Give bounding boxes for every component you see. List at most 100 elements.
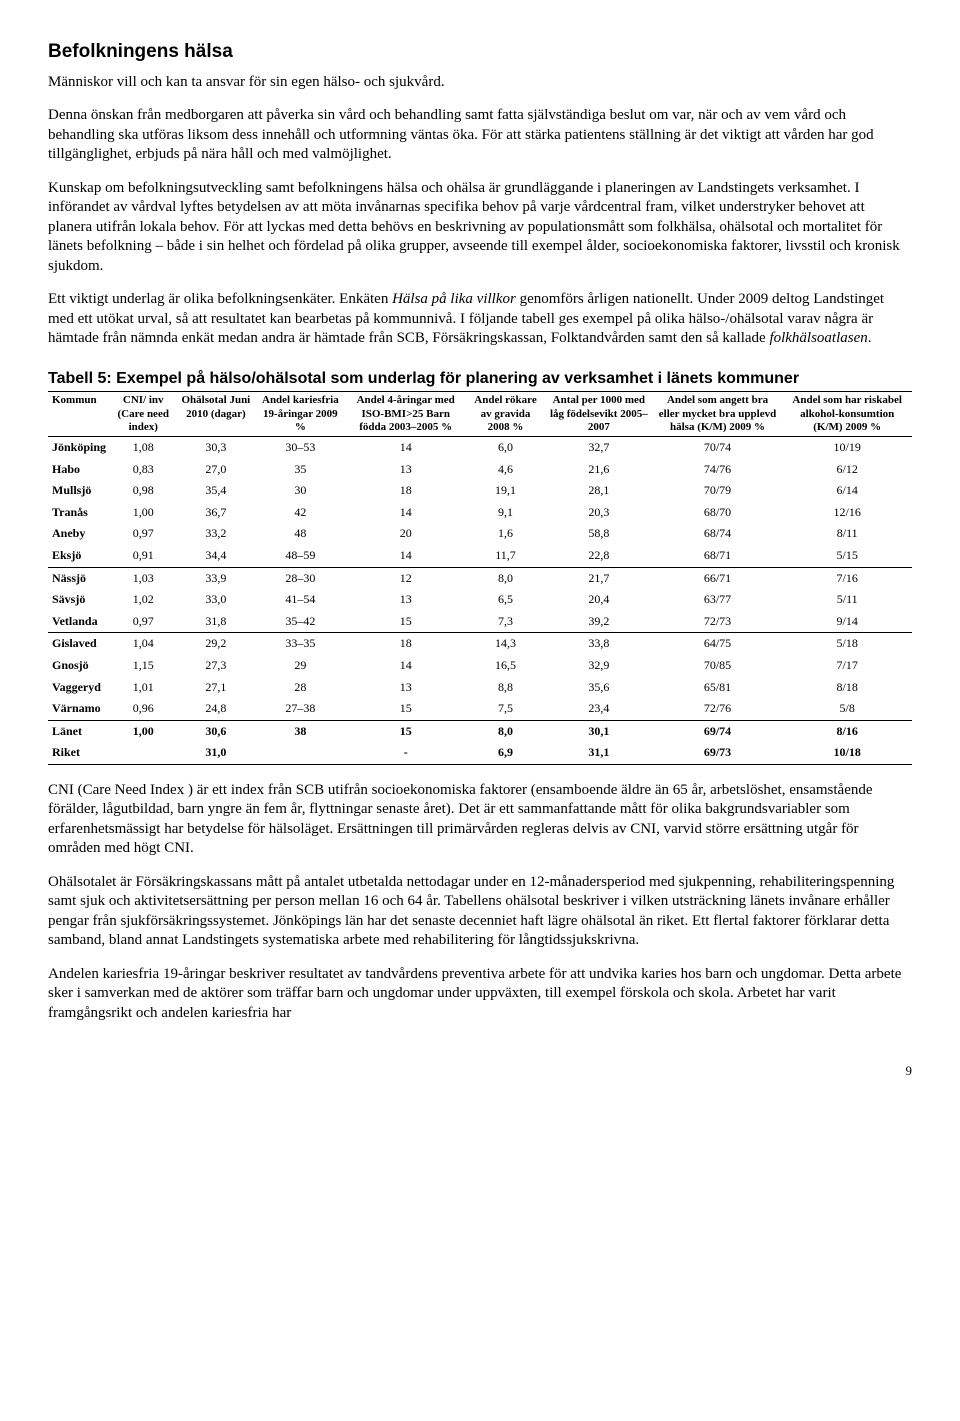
table-cell: 6/14 (782, 480, 912, 502)
table-cell: 15 (345, 611, 466, 633)
table-cell: 32,7 (545, 437, 653, 459)
paragraph-4: Ett viktigt underlag är olika befolkning… (48, 290, 912, 349)
table-row: Jönköping1,0830,330–53146,032,770/7410/1… (48, 437, 912, 459)
table-cell: 64/75 (653, 633, 783, 655)
table-cell: 1,15 (110, 655, 176, 677)
table-cell: 33,0 (176, 589, 255, 611)
table-cell: 7/16 (782, 567, 912, 589)
table-cell: 11,7 (466, 545, 545, 567)
table-cell: 72/76 (653, 698, 783, 720)
table-cell: Nässjö (48, 567, 110, 589)
table-cell: 13 (345, 589, 466, 611)
table-cell: 63/77 (653, 589, 783, 611)
table-cell: 1,03 (110, 567, 176, 589)
table-cell: 8/16 (782, 720, 912, 742)
paragraph-intro: Människor vill och kan ta ansvar för sin… (48, 73, 912, 93)
table-cell: 4,6 (466, 459, 545, 481)
table-cell: 35,4 (176, 480, 255, 502)
table-cell: 72/73 (653, 611, 783, 633)
table-cell: 18 (345, 480, 466, 502)
table-cell: 66/71 (653, 567, 783, 589)
table-row: Nässjö1,0333,928–30128,021,766/717/16 (48, 567, 912, 589)
table-cell: 27,1 (176, 677, 255, 699)
table-cell: 33,8 (545, 633, 653, 655)
table-cell: 35–42 (255, 611, 345, 633)
table-cell: 68/71 (653, 545, 783, 567)
table-row: Tranås1,0036,742149,120,368/7012/16 (48, 502, 912, 524)
table-cell: 5/11 (782, 589, 912, 611)
paragraph-3: Kunskap om befolkningsutveckling samt be… (48, 179, 912, 277)
table-cell: Jönköping (48, 437, 110, 459)
table-cell: Vetlanda (48, 611, 110, 633)
table-cell: 0,98 (110, 480, 176, 502)
table-cell: 12 (345, 567, 466, 589)
table-cell: 68/70 (653, 502, 783, 524)
table-cell: 27,0 (176, 459, 255, 481)
paragraph-2: Denna önskan från medborgaren att påverk… (48, 106, 912, 165)
table-cell: 33,2 (176, 523, 255, 545)
table-cell: 12/16 (782, 502, 912, 524)
table-cell: 0,83 (110, 459, 176, 481)
section-title: Befolkningens hälsa (48, 40, 912, 65)
table-cell (255, 742, 345, 764)
table-cell: 10/19 (782, 437, 912, 459)
table-cell: 30,1 (545, 720, 653, 742)
table-cell: 30 (255, 480, 345, 502)
table-cell: 14 (345, 655, 466, 677)
table-cell: 14 (345, 545, 466, 567)
table-row: Riket31,0-6,931,169/7310/18 (48, 742, 912, 764)
table-cell: 41–54 (255, 589, 345, 611)
table-cell: Mullsjö (48, 480, 110, 502)
table-cell: Länet (48, 720, 110, 742)
table-cell: 70/74 (653, 437, 783, 459)
table-header: Andel rökare av gravida 2008 % (466, 392, 545, 437)
table-cell: 31,0 (176, 742, 255, 764)
table-cell (110, 742, 176, 764)
table-cell: 8,8 (466, 677, 545, 699)
table-cell: 1,08 (110, 437, 176, 459)
table-cell: 21,7 (545, 567, 653, 589)
table-cell: 1,01 (110, 677, 176, 699)
table-header: Andel 4-åringar med ISO-BMI>25 Barn född… (345, 392, 466, 437)
table-cell: Habo (48, 459, 110, 481)
health-table: KommunCNI/ inv (Care need index)Ohälsota… (48, 391, 912, 764)
table-cell: 35 (255, 459, 345, 481)
table-cell: 21,6 (545, 459, 653, 481)
table-cell: - (345, 742, 466, 764)
table-cell: Värnamo (48, 698, 110, 720)
table-cell: 28–30 (255, 567, 345, 589)
table-cell: 30,3 (176, 437, 255, 459)
table-title: Tabell 5: Exempel på hälso/ohälsotal som… (48, 369, 912, 390)
table-cell: 8,0 (466, 720, 545, 742)
table-cell: 69/74 (653, 720, 783, 742)
table-cell: 1,04 (110, 633, 176, 655)
table-cell: 6,5 (466, 589, 545, 611)
table-cell: Tranås (48, 502, 110, 524)
table-cell: 13 (345, 677, 466, 699)
table-cell: 38 (255, 720, 345, 742)
table-cell: 34,4 (176, 545, 255, 567)
table-cell: 5/8 (782, 698, 912, 720)
table-cell: 65/81 (653, 677, 783, 699)
table-cell: Riket (48, 742, 110, 764)
table-row: Sävsjö1,0233,041–54136,520,463/775/11 (48, 589, 912, 611)
table-cell: 42 (255, 502, 345, 524)
table-cell: 1,00 (110, 720, 176, 742)
table-cell: 28,1 (545, 480, 653, 502)
table-cell: 6/12 (782, 459, 912, 481)
table-cell: 19,1 (466, 480, 545, 502)
table-cell: 74/76 (653, 459, 783, 481)
table-row: Länet1,0030,638158,030,169/748/16 (48, 720, 912, 742)
table-cell: 20,3 (545, 502, 653, 524)
p4-part-c: . (868, 330, 872, 346)
table-cell: 39,2 (545, 611, 653, 633)
table-cell: 20,4 (545, 589, 653, 611)
table-cell: 1,6 (466, 523, 545, 545)
table-cell: 1,00 (110, 502, 176, 524)
table-header: CNI/ inv (Care need index) (110, 392, 176, 437)
table-cell: 9/14 (782, 611, 912, 633)
table-header: Andel kariesfria 19-åringar 2009 % (255, 392, 345, 437)
table-cell: 28 (255, 677, 345, 699)
table-cell: 29 (255, 655, 345, 677)
table-cell: 30,6 (176, 720, 255, 742)
